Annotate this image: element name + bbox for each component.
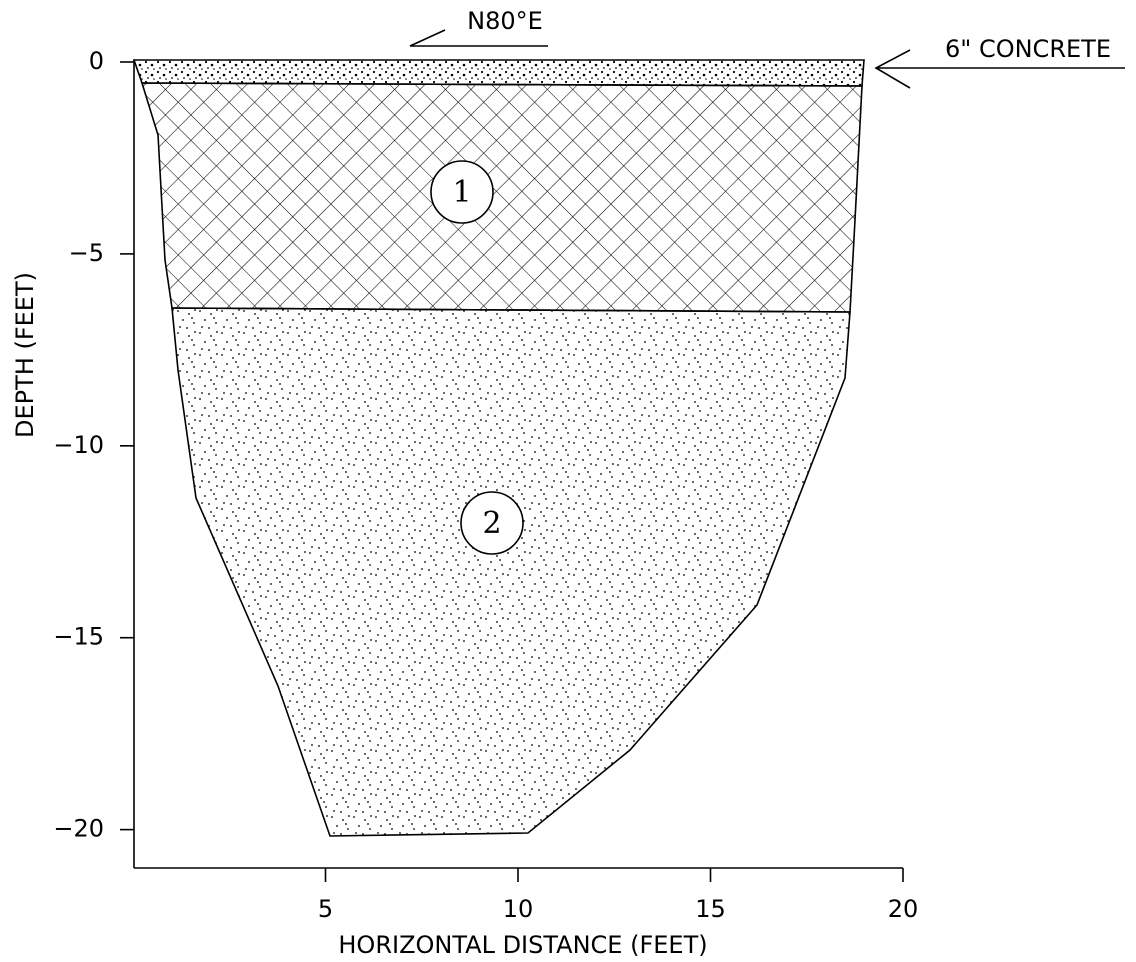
y-tick-label: 0 bbox=[89, 47, 104, 75]
y-tick-label: −10 bbox=[53, 431, 104, 459]
x-tick-label: 5 bbox=[318, 895, 333, 923]
layer-label: 1 bbox=[452, 175, 471, 210]
cross-section: 1 2 N80°E 6" CONCRETE HORIZONTAL DISTANC… bbox=[0, 0, 1136, 962]
y-tick-label: −20 bbox=[53, 815, 104, 843]
concrete-label: 6" CONCRETE bbox=[945, 35, 1111, 63]
x-tick-label: 10 bbox=[503, 895, 534, 923]
layer-2 bbox=[172, 308, 850, 836]
layer-label: 2 bbox=[482, 506, 501, 541]
x-axis-title: HORIZONTAL DISTANCE (FEET) bbox=[338, 931, 707, 959]
x-tick-label: 15 bbox=[695, 895, 726, 923]
bearing-label: N80°E bbox=[467, 7, 543, 35]
y-tick-label: −5 bbox=[69, 239, 104, 267]
profile: 1 2 bbox=[134, 60, 864, 836]
concrete-layer bbox=[134, 60, 864, 86]
y-tick-label: −15 bbox=[53, 623, 104, 651]
layer-1 bbox=[142, 83, 862, 312]
y-axis-title: DEPTH (FEET) bbox=[11, 272, 39, 438]
x-tick-label: 20 bbox=[888, 895, 919, 923]
